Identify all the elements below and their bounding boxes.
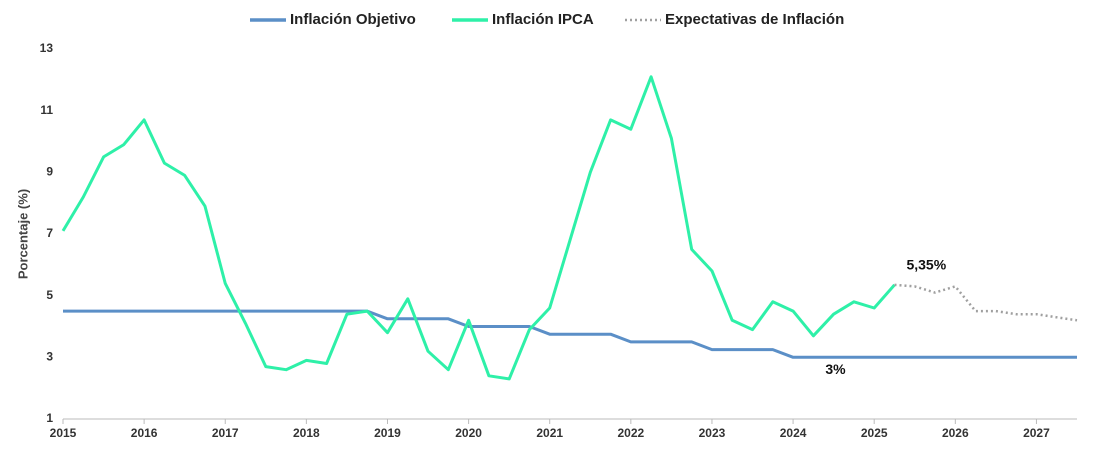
x-tick-label: 2018: [293, 426, 320, 440]
legend-label: Inflación Objetivo: [290, 11, 416, 28]
legend-label: Expectativas de Inflación: [665, 11, 844, 28]
x-tick-label: 2015: [50, 426, 77, 440]
data-label: 3%: [825, 361, 846, 377]
y-tick-label: 7: [46, 226, 53, 240]
y-tick-label: 3: [46, 350, 53, 364]
x-tick-label: 2020: [455, 426, 482, 440]
series-line: [61, 75, 896, 381]
series-line: [63, 309, 1077, 359]
series-line: [894, 283, 1078, 322]
x-tick-label: 2024: [780, 426, 807, 440]
y-tick-label: 5: [46, 288, 53, 302]
x-tick-label: 2017: [212, 426, 239, 440]
x-tick-label: 2016: [131, 426, 158, 440]
x-tick-label: 2027: [1023, 426, 1050, 440]
x-tick-label: 2023: [699, 426, 726, 440]
x-tick-label: 2019: [374, 426, 401, 440]
y-tick-label: 13: [40, 41, 54, 55]
y-tick-label: 1: [46, 411, 53, 425]
x-tick-label: 2021: [536, 426, 563, 440]
y-tick-label: 9: [46, 165, 53, 179]
y-axis-label: Porcentaje (%): [15, 189, 30, 279]
data-label: 5,35%: [906, 257, 946, 273]
x-tick-label: 2026: [942, 426, 969, 440]
x-tick-label: 2025: [861, 426, 888, 440]
legend-label: Inflación IPCA: [492, 11, 594, 28]
y-tick-label: 11: [40, 103, 53, 117]
x-tick-label: 2022: [617, 426, 644, 440]
